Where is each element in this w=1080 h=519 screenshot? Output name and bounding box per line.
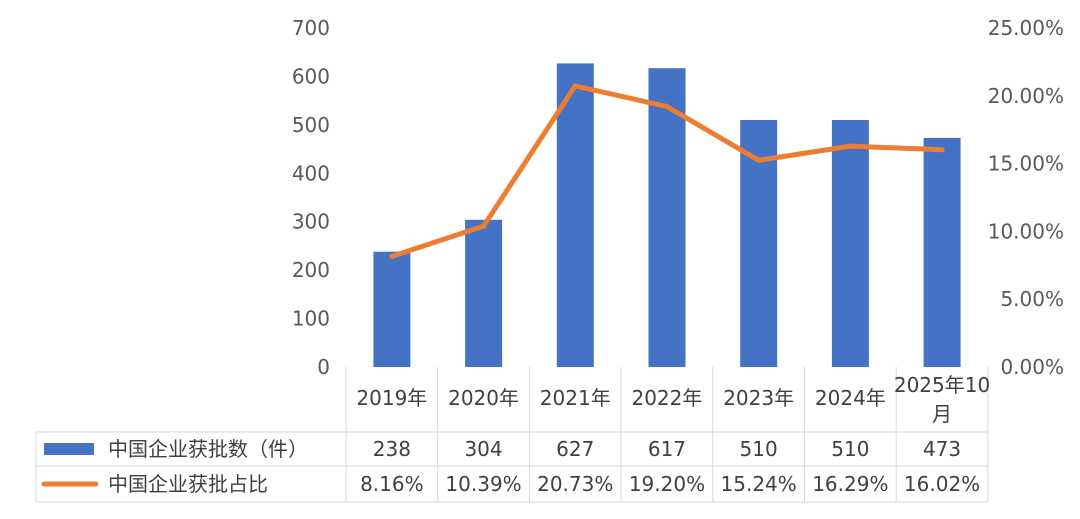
right-axis-tick-label: 0.00% — [1000, 355, 1064, 379]
right-axis-tick-label: 10.00% — [988, 219, 1064, 243]
data-label: 16.29% — [812, 472, 888, 496]
data-label: 510 — [831, 437, 869, 461]
left-axis-tick-label: 700 — [292, 16, 330, 40]
line-point — [756, 157, 762, 163]
right-axis-tick-label: 15.00% — [988, 152, 1064, 176]
data-label: 10.39% — [445, 472, 521, 496]
category-label: 2024年 — [815, 386, 886, 410]
line-point — [389, 253, 395, 259]
legend-label: 中国企业获批数（件） — [108, 437, 308, 461]
data-table: 2019年 2020年 2021年 2022年 2023年 2024年 2025年10 月中国… — [41, 373, 990, 496]
category-label: 月 — [932, 402, 952, 426]
data-label: 627 — [556, 437, 594, 461]
table-frame — [35, 367, 989, 503]
right-axis-tick-label: 25.00% — [988, 16, 1064, 40]
data-label: 617 — [648, 437, 686, 461]
axes: 0 100 200 300 400 500 600 700 0.00% 5.00% 10.00% 15… — [292, 16, 1064, 379]
bar-series — [373, 63, 961, 368]
data-label: 20.73% — [537, 472, 613, 496]
category-label: 2025年10 — [894, 373, 990, 397]
data-label: 8.16% — [360, 472, 424, 496]
legend-label: 中国企业获批占比 — [108, 472, 268, 496]
data-label: 15.24% — [721, 472, 797, 496]
data-label: 304 — [464, 437, 502, 461]
data-label: 19.20% — [629, 472, 705, 496]
bar — [556, 63, 594, 368]
data-label: 16.02% — [904, 472, 980, 496]
left-axis-tick-label: 200 — [292, 258, 330, 282]
line-point — [847, 143, 853, 149]
right-axis-tick-label: 5.00% — [1000, 287, 1064, 311]
bar — [465, 219, 503, 367]
line-point — [664, 104, 670, 110]
legend-swatch-bar — [44, 443, 94, 455]
data-label: 238 — [373, 437, 411, 461]
category-label: 2021年 — [540, 386, 611, 410]
data-label: 473 — [923, 437, 961, 461]
left-axis-tick-label: 0 — [317, 355, 330, 379]
bar — [923, 137, 961, 367]
line-point — [572, 83, 578, 89]
category-label: 2020年 — [448, 386, 519, 410]
category-label: 2023年 — [723, 386, 794, 410]
left-axis-tick-label: 500 — [292, 113, 330, 137]
left-axis-tick-label: 600 — [292, 64, 330, 88]
data-label: 510 — [740, 437, 778, 461]
bar — [831, 120, 869, 367]
category-label: 2022年 — [631, 386, 702, 410]
left-axis-tick-label: 400 — [292, 161, 330, 185]
line-point — [939, 147, 945, 153]
category-label: 2019年 — [356, 386, 427, 410]
right-axis-tick-label: 20.00% — [988, 84, 1064, 108]
bar — [648, 68, 686, 367]
left-axis-tick-label: 300 — [292, 210, 330, 234]
left-axis-tick-label: 100 — [292, 307, 330, 331]
line-series — [389, 83, 945, 259]
line-point — [481, 223, 487, 229]
bar — [373, 251, 411, 367]
